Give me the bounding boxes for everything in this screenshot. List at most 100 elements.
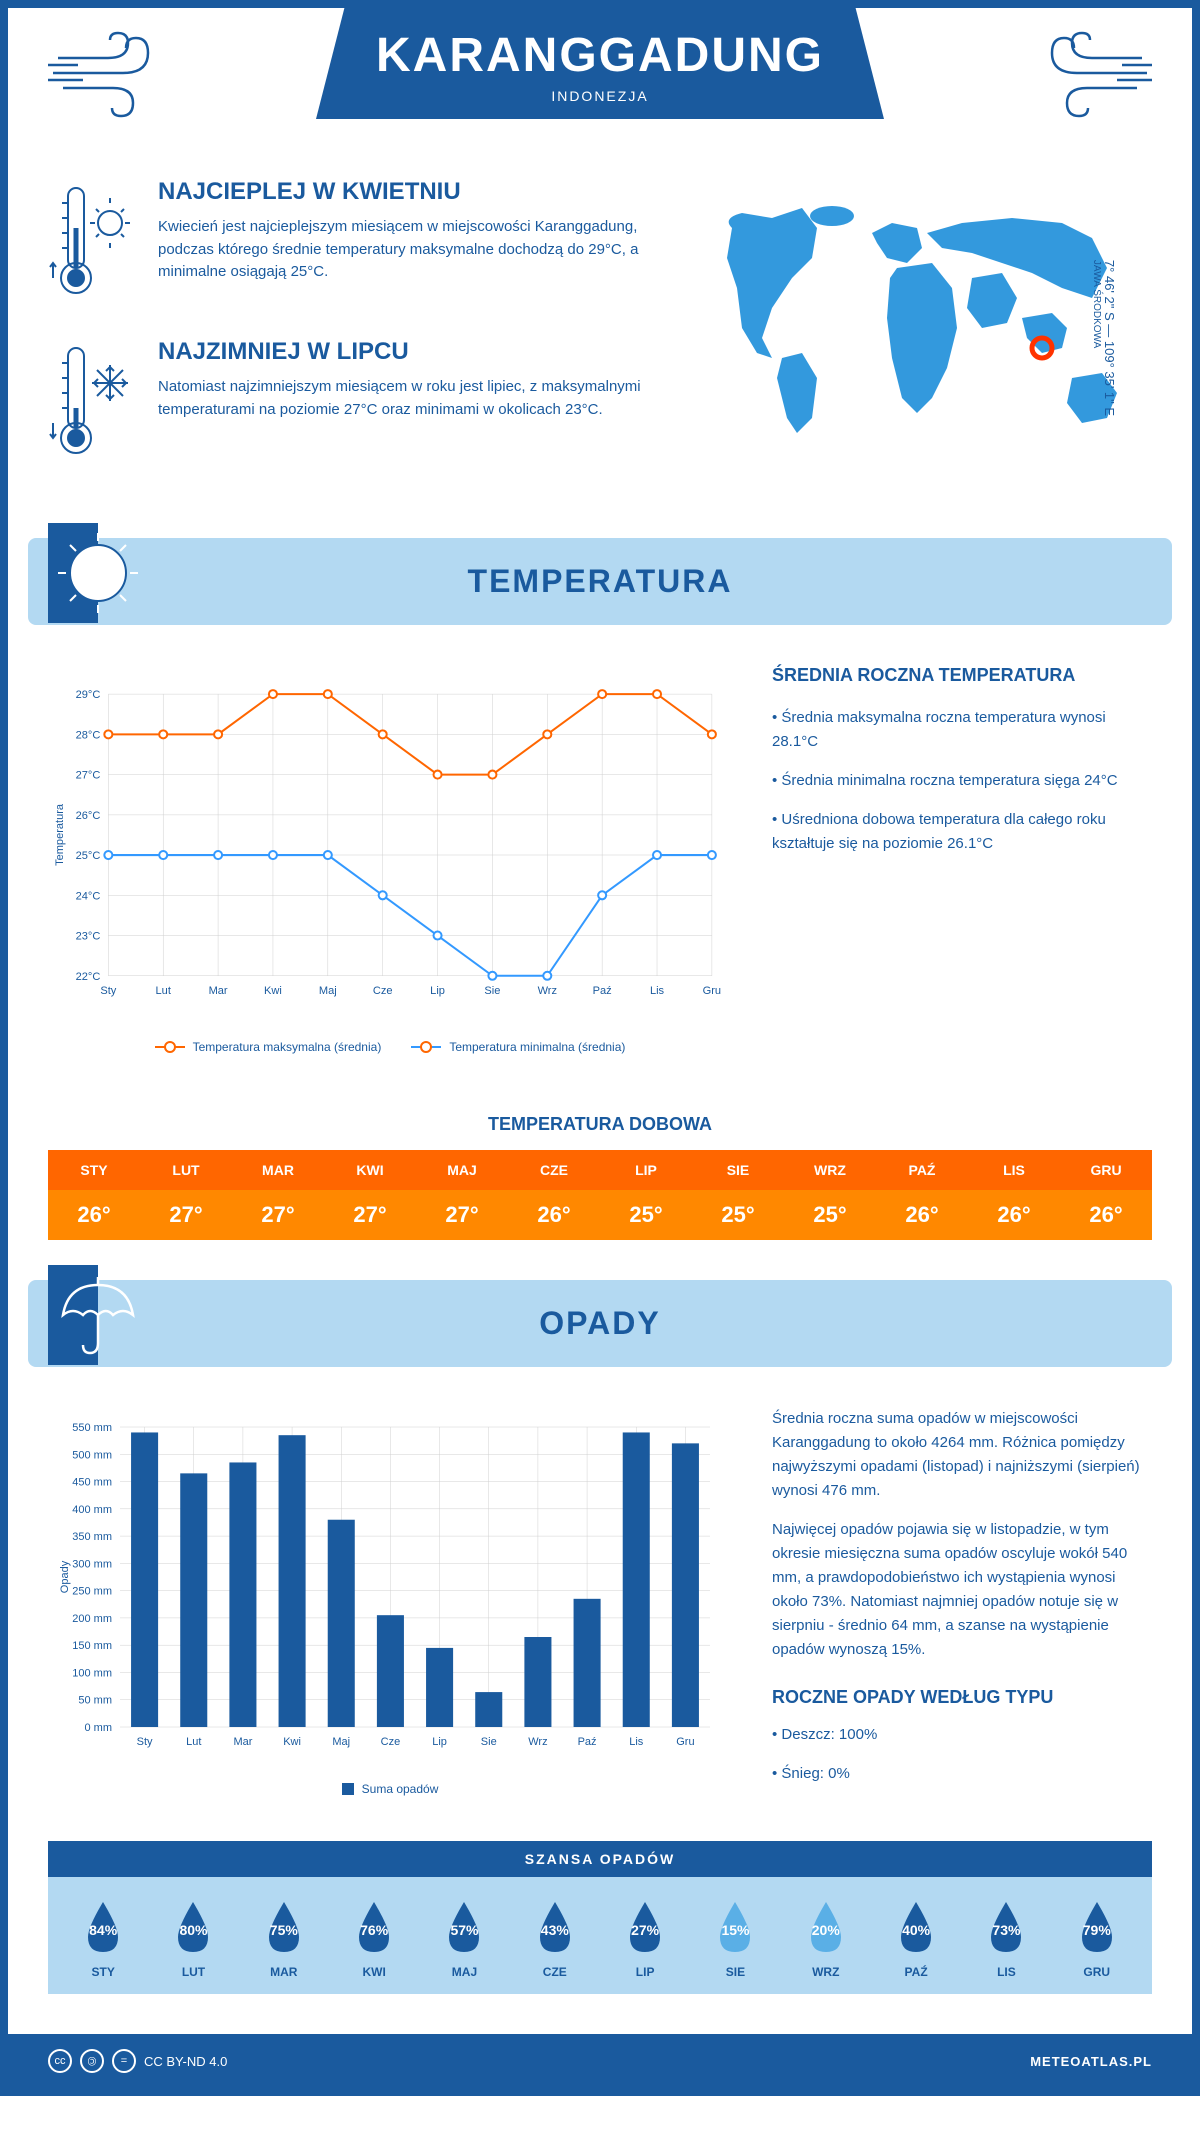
precipitation-legend: Suma opadów — [48, 1782, 732, 1796]
warmest-title: NAJCIEPLEJ W KWIETNIU — [158, 178, 642, 206]
svg-text:200 mm: 200 mm — [72, 1613, 112, 1625]
svg-text:300 mm: 300 mm — [72, 1558, 112, 1570]
chance-drop: 57% MAJ — [439, 1897, 489, 1979]
temp-value: 26° — [876, 1190, 968, 1240]
svg-text:Cze: Cze — [373, 985, 393, 997]
chance-drop: 79% GRU — [1072, 1897, 1122, 1979]
precipitation-info: Średnia roczna suma opadów w miejscowośc… — [772, 1407, 1152, 1801]
month-header: CZE — [508, 1150, 600, 1190]
temp-value: 26° — [1060, 1190, 1152, 1240]
world-map-container: 7° 46' 2" S — 109° 35' 1" E JAWA ŚRODKOW… — [672, 178, 1152, 498]
svg-text:550 mm: 550 mm — [72, 1422, 112, 1434]
temperature-line-chart: 22°C23°C24°C25°C26°C27°C28°C29°CStyLutMa… — [48, 665, 732, 1025]
temp-value: 26° — [48, 1190, 140, 1240]
chance-drop: 20% WRZ — [801, 1897, 851, 1979]
temp-value: 27° — [232, 1190, 324, 1240]
daily-temp-table: STYLUTMARKWIMAJCZELIPSIEWRZPAŹLISGRU26°2… — [48, 1150, 1152, 1240]
svg-text:23°C: 23°C — [76, 931, 101, 943]
svg-text:Mar: Mar — [233, 1736, 252, 1748]
chance-drop: 73% LIS — [981, 1897, 1031, 1979]
svg-text:400 mm: 400 mm — [72, 1504, 112, 1516]
chance-drop: 80% LUT — [168, 1897, 218, 1979]
svg-text:Maj: Maj — [319, 985, 337, 997]
svg-text:350 mm: 350 mm — [72, 1531, 112, 1543]
svg-text:450 mm: 450 mm — [72, 1477, 112, 1489]
svg-text:Lut: Lut — [186, 1736, 201, 1748]
month-header: SIE — [692, 1150, 784, 1190]
month-header: GRU — [1060, 1150, 1152, 1190]
svg-text:26°C: 26°C — [76, 810, 101, 822]
svg-text:Lis: Lis — [650, 985, 665, 997]
temperature-chart-section: 22°C23°C24°C25°C26°C27°C28°C29°CStyLutMa… — [8, 625, 1192, 1094]
svg-text:Kwi: Kwi — [264, 985, 282, 997]
coldest-block: NAJZIMNIEJ W LIPCU Natomiast najzimniejs… — [48, 338, 642, 468]
svg-text:250 mm: 250 mm — [72, 1586, 112, 1598]
svg-text:Lis: Lis — [629, 1736, 644, 1748]
coordinates: 7° 46' 2" S — 109° 35' 1" E JAWA ŚRODKOW… — [1091, 260, 1117, 416]
daily-temp-title: TEMPERATURA DOBOWA — [8, 1114, 1192, 1135]
svg-text:25°C: 25°C — [76, 850, 101, 862]
thermometer-hot-icon — [48, 178, 138, 308]
chance-drop: 43% CZE — [530, 1897, 580, 1979]
svg-text:24°C: 24°C — [76, 890, 101, 902]
warmest-block: NAJCIEPLEJ W KWIETNIU Kwiecień jest najc… — [48, 178, 642, 308]
month-header: MAR — [232, 1150, 324, 1190]
svg-text:Lip: Lip — [430, 985, 445, 997]
month-header: LIP — [600, 1150, 692, 1190]
month-header: KWI — [324, 1150, 416, 1190]
temperature-legend: .legend-marker:nth-child(1)::after{borde… — [48, 1040, 732, 1054]
temperature-info: ŚREDNIA ROCZNA TEMPERATURA • Średnia mak… — [772, 665, 1152, 1054]
month-header: LIS — [968, 1150, 1060, 1190]
page-subtitle: INDONEZJA — [376, 88, 824, 104]
temp-value: 27° — [140, 1190, 232, 1240]
chance-drop: 15% SIE — [710, 1897, 760, 1979]
svg-text:Sty: Sty — [100, 985, 116, 997]
intro-section: NAJCIEPLEJ W KWIETNIU Kwiecień jest najc… — [8, 158, 1192, 538]
month-header: WRZ — [784, 1150, 876, 1190]
svg-text:Gru: Gru — [703, 985, 721, 997]
temp-value: 25° — [600, 1190, 692, 1240]
svg-text:Sie: Sie — [481, 1736, 497, 1748]
precipitation-title: OPADY — [68, 1305, 1132, 1342]
wind-icon-right — [1012, 28, 1152, 128]
precipitation-chance: SZANSA OPADÓW 84% STY 80% LUT — [48, 1841, 1152, 1994]
site-name: METEOATLAS.PL — [1030, 2054, 1152, 2069]
svg-text:500 mm: 500 mm — [72, 1449, 112, 1461]
world-map — [672, 178, 1152, 458]
svg-text:Wrz: Wrz — [528, 1736, 547, 1748]
title-banner: KARANGGADUNG INDONEZJA — [316, 8, 884, 119]
svg-text:50 mm: 50 mm — [78, 1695, 112, 1707]
chance-drop: 27% LIP — [620, 1897, 670, 1979]
temp-value: 25° — [692, 1190, 784, 1240]
svg-text:Lut: Lut — [156, 985, 171, 997]
svg-text:Cze: Cze — [381, 1736, 401, 1748]
svg-text:Sty: Sty — [137, 1736, 153, 1748]
svg-text:100 mm: 100 mm — [72, 1667, 112, 1679]
chance-drop: 84% STY — [78, 1897, 128, 1979]
chance-drop: 40% PAŹ — [891, 1897, 941, 1979]
svg-text:29°C: 29°C — [76, 689, 101, 701]
temp-value: 27° — [324, 1190, 416, 1240]
temp-value: 25° — [784, 1190, 876, 1240]
temperature-section-header: TEMPERATURA — [28, 538, 1172, 625]
license-badge: cc 🄯 = CC BY-ND 4.0 — [48, 2049, 227, 2073]
temp-value: 26° — [508, 1190, 600, 1240]
precipitation-bar-chart: 0 mm50 mm100 mm150 mm200 mm250 mm300 mm3… — [48, 1407, 732, 1767]
header: KARANGGADUNG INDONEZJA — [8, 8, 1192, 158]
temp-value: 27° — [416, 1190, 508, 1240]
warmest-text: Kwiecień jest najcieplejszym miesiącem w… — [158, 216, 642, 284]
svg-text:Paź: Paź — [593, 985, 612, 997]
month-header: MAJ — [416, 1150, 508, 1190]
svg-text:27°C: 27°C — [76, 770, 101, 782]
chance-drop: 76% KWI — [349, 1897, 399, 1979]
chance-title: SZANSA OPADÓW — [48, 1841, 1152, 1877]
svg-text:Sie: Sie — [484, 985, 500, 997]
chance-drop: 75% MAR — [259, 1897, 309, 1979]
month-header: PAŹ — [876, 1150, 968, 1190]
svg-text:Lip: Lip — [432, 1736, 447, 1748]
footer: cc 🄯 = CC BY-ND 4.0 METEOATLAS.PL — [8, 2034, 1192, 2088]
svg-text:Kwi: Kwi — [283, 1736, 301, 1748]
svg-text:22°C: 22°C — [76, 971, 101, 983]
sun-icon — [48, 523, 148, 623]
svg-text:150 mm: 150 mm — [72, 1640, 112, 1652]
